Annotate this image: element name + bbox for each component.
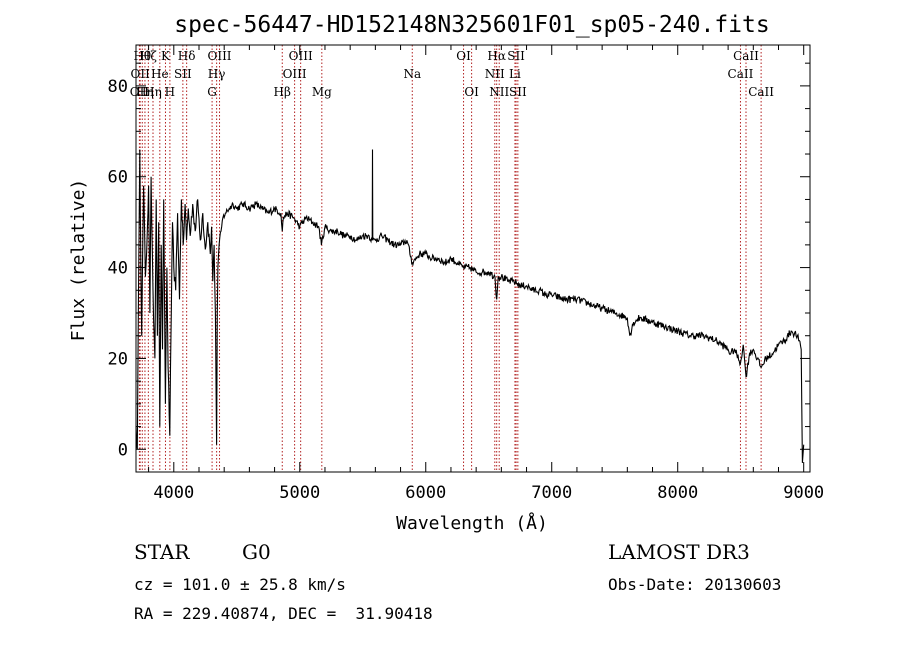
spectral-line-label: Hα [487,49,506,63]
x-tick-label: 5000 [279,483,320,503]
spectral-line-label: OII [130,85,150,99]
x-axis-label: Wavelength (Å) [396,512,548,534]
y-tick-label: 60 [108,168,128,188]
spectral-line-label: Hβ [274,85,291,99]
spectral-line-label: SII [509,85,527,99]
spectrum-line [135,149,805,463]
spectrum-data-layer [135,149,805,463]
spectral-line-label: OIII [207,49,231,63]
x-tick-label: 8000 [657,483,698,503]
x-tick-label: 7000 [531,483,572,503]
y-tick-label: 80 [108,77,128,97]
spectral-line-label: CaII [728,67,754,81]
sky-coordinates: RA = 229.40874, DEC = 31.90418 [134,604,433,623]
y-axis-label: Flux (relative) [68,179,89,342]
spectral-line-label: CaII [733,49,759,63]
axes-layer: 4000 5000 6000 7000 8000 9000 0 20 40 60 80 [108,44,824,503]
spectral-line-label: OIII [283,67,307,81]
spectral-line-label: Na [403,67,421,81]
spectral-line-label: Hη [144,85,162,99]
y-tick-label: 0 [118,440,128,460]
plot-frame [135,44,811,473]
spectral-line-label: He [151,67,169,81]
object-class: STAR [134,540,190,564]
observation-date: Obs-Date: 20130603 [608,575,782,594]
x-tick-label: 6000 [405,483,446,503]
chart-title: spec-56447-HD152148N325601F01_sp05-240.f… [174,12,769,38]
object-subclass: G0 [242,540,271,564]
spectral-line-label: Hθ [133,49,151,63]
spectral-line-label: G [207,85,217,99]
spectral-line-label: K [161,49,171,63]
spectral-lines-layer [138,45,762,472]
x-tick-label: 9000 [783,483,824,503]
spectral-line-label: Hη [136,85,154,99]
spectral-line-label: H [165,85,175,99]
spectral-line-label: SII [507,49,525,63]
spectral-line-label: OIII [289,49,313,63]
spectral-line-label: NII [489,85,509,99]
spectral-line-label: CaII [748,85,774,99]
y-tick-label: 40 [108,259,128,279]
spectral-line-label: OI [456,49,471,63]
redshift-velocity: cz = 101.0 ± 25.8 km/s [134,575,346,594]
spectral-line-labels-layer: OII OII Hθ Hη Hζ Hη He K H SII Hδ G Hγ OIII Hβ OIII OIII… [130,49,775,99]
y-tick-label: 20 [108,349,128,369]
survey-name: LAMOST DR3 [608,540,750,564]
spectral-line-label: OI [464,85,479,99]
spectral-line-label: OII [130,67,150,81]
spectral-line-label: SII [174,67,192,81]
spectral-line-label: Mg [312,85,332,99]
spectral-line-label: NII [485,67,505,81]
spectral-line-label: Hζ [140,49,157,63]
x-tick-label: 4000 [153,483,194,503]
spectral-line-label: Li [509,67,521,81]
spectral-line-label: Hδ [178,49,196,63]
spectral-line-label: Hγ [208,67,226,81]
